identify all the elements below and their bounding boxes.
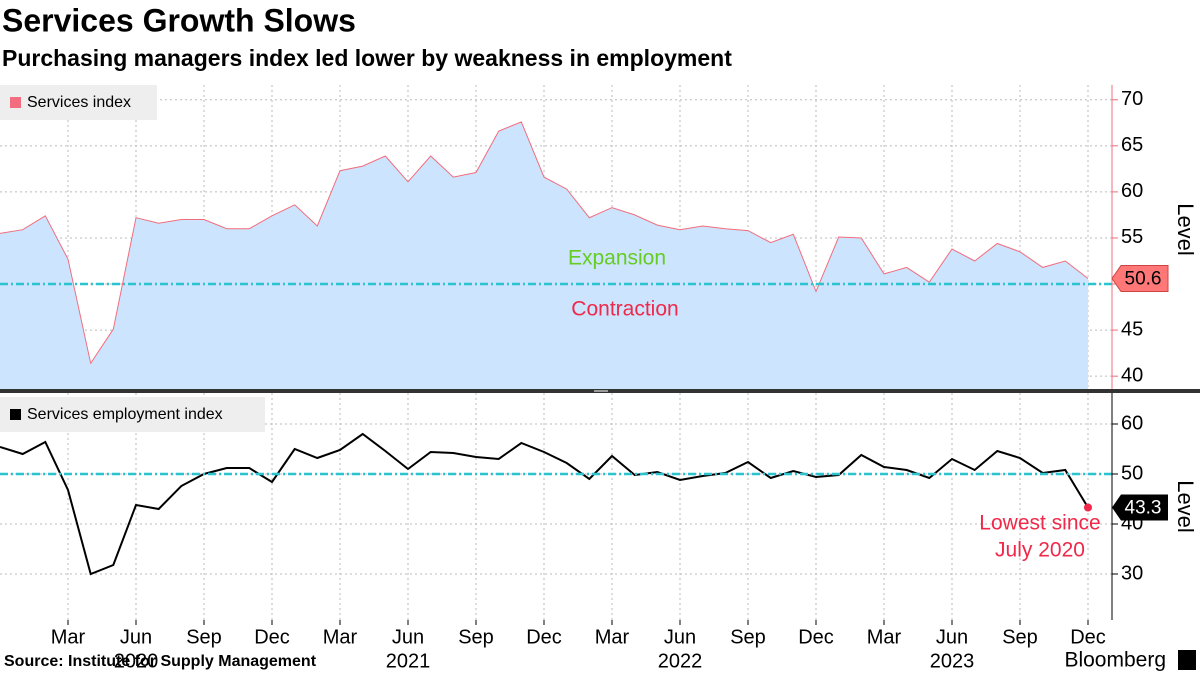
x-tick-label: Dec: [526, 626, 562, 648]
divider-handle: [594, 390, 608, 392]
x-tick-label: Mar: [867, 626, 902, 648]
y-tick-label: 60: [1121, 412, 1143, 434]
y-tick-label: 70: [1121, 88, 1143, 110]
legend-bg: [0, 85, 157, 120]
x-year-label: 2022: [658, 650, 703, 672]
y-axis-title: Level: [1173, 203, 1198, 256]
brand: Bloomberg: [1064, 649, 1166, 672]
x-tick-label: Sep: [458, 626, 494, 648]
x-year-label: 2021: [386, 650, 431, 672]
legend-swatch: [10, 97, 21, 108]
annotation: Contraction: [571, 298, 678, 321]
y-tick-label: 50: [1121, 462, 1143, 484]
x-tick-label: Sep: [186, 626, 222, 648]
value-tag: [1111, 265, 1169, 293]
legend-label: Services index: [27, 94, 131, 111]
line: [0, 121, 1089, 365]
y-tick-label: 65: [1121, 134, 1143, 156]
x-tick-label: Jun: [392, 626, 424, 648]
x-tick-label: Jun: [664, 626, 696, 648]
x-tick-label: Jun: [936, 626, 968, 648]
annotation: Lowest since: [979, 512, 1100, 535]
legend-swatch: [10, 409, 21, 420]
y-tick-label: 60: [1121, 180, 1143, 202]
annotation: July 2020: [995, 539, 1085, 562]
brand-icon: [1178, 650, 1196, 670]
y-tick-label: 55: [1121, 226, 1143, 248]
legend: Services employment index: [0, 397, 265, 432]
value-label: 43.3: [1125, 498, 1162, 519]
chart-subtitle: Purchasing managers index led lower by w…: [2, 45, 732, 71]
y-axis-title: Level: [1173, 480, 1198, 533]
x-tick-label: Mar: [323, 626, 358, 648]
value-tag: [1112, 494, 1168, 521]
value-label: 50.6: [1125, 269, 1162, 290]
x-tick-label: Mar: [51, 626, 86, 648]
x-tick-label: Dec: [798, 626, 834, 648]
x-tick-label: Dec: [1070, 626, 1106, 648]
legend-label: Services employment index: [27, 406, 223, 423]
y-tick-label: 30: [1121, 562, 1143, 584]
annotation: Expansion: [568, 247, 666, 270]
chart-title: Services Growth Slows: [2, 2, 356, 38]
x-tick-label: Mar: [595, 626, 630, 648]
legend: Services index: [0, 85, 157, 120]
x-year-label: 2023: [930, 650, 975, 672]
x-tick-label: Dec: [254, 626, 290, 648]
x-tick-label: Jun: [120, 626, 152, 648]
x-tick-label: Sep: [730, 626, 766, 648]
source: Source: Institute for Supply Management: [4, 653, 317, 670]
point: [1084, 503, 1092, 512]
x-year-label: 2020: [114, 650, 159, 672]
y-tick-label: 40: [1121, 364, 1143, 386]
legend-bg: [0, 397, 265, 432]
y-tick-label: 45: [1121, 318, 1143, 340]
line: [0, 432, 1089, 576]
area: [0, 121, 1088, 391]
x-tick-label: Sep: [1002, 626, 1038, 648]
